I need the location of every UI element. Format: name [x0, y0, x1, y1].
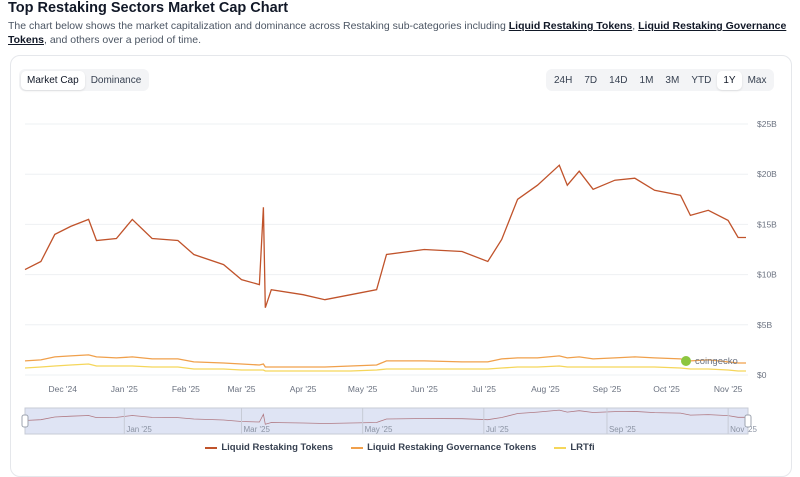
- legend-swatch: [554, 446, 567, 449]
- range-max[interactable]: Max: [747, 74, 767, 86]
- link-liquid-restaking-tokens[interactable]: Liquid Restaking Tokens: [508, 20, 633, 32]
- legend-swatch: [205, 446, 218, 449]
- legend-item-lrtfi[interactable]: LRTfi: [554, 442, 595, 453]
- range-ytd[interactable]: YTD: [691, 74, 712, 86]
- legend-item-lrt[interactable]: Liquid Restaking Tokens: [205, 442, 333, 453]
- legend-swatch: [351, 446, 364, 449]
- range-selector: 24H 7D 14D 1M 3M YTD 1Y Max: [546, 69, 775, 91]
- legend-label: LRTfi: [570, 442, 595, 453]
- range-14d[interactable]: 14D: [609, 74, 628, 86]
- range-1y[interactable]: 1Y: [717, 70, 742, 90]
- tab-dominance[interactable]: Dominance: [90, 74, 142, 86]
- desc-text-end: , and others over a period of time.: [43, 34, 201, 46]
- desc-text: The chart below shows the market capital…: [8, 20, 509, 32]
- link-liquid-restaking-governance-tokens[interactable]: Liquid Restaking Governance Tokens: [8, 20, 787, 46]
- chart-legend: Liquid Restaking Tokens Liquid Restaking…: [0, 442, 800, 453]
- legend-label: Liquid Restaking Tokens: [221, 442, 334, 453]
- range-1m[interactable]: 1M: [639, 74, 654, 86]
- legend-item-lrgt[interactable]: Liquid Restaking Governance Tokens: [351, 442, 536, 453]
- view-toggle: Market Cap Dominance: [19, 69, 150, 91]
- page-title: Top Restaking Sectors Market Cap Chart: [8, 0, 289, 16]
- range-24h[interactable]: 24H: [554, 74, 573, 86]
- chart-card: [10, 55, 792, 477]
- legend-label: Liquid Restaking Governance Tokens: [367, 442, 537, 453]
- range-3m[interactable]: 3M: [665, 74, 680, 86]
- page-description: The chart below shows the market capital…: [8, 19, 793, 47]
- range-7d[interactable]: 7D: [584, 74, 598, 86]
- desc-sep: ,: [632, 20, 639, 32]
- tab-market-cap[interactable]: Market Cap: [21, 70, 85, 90]
